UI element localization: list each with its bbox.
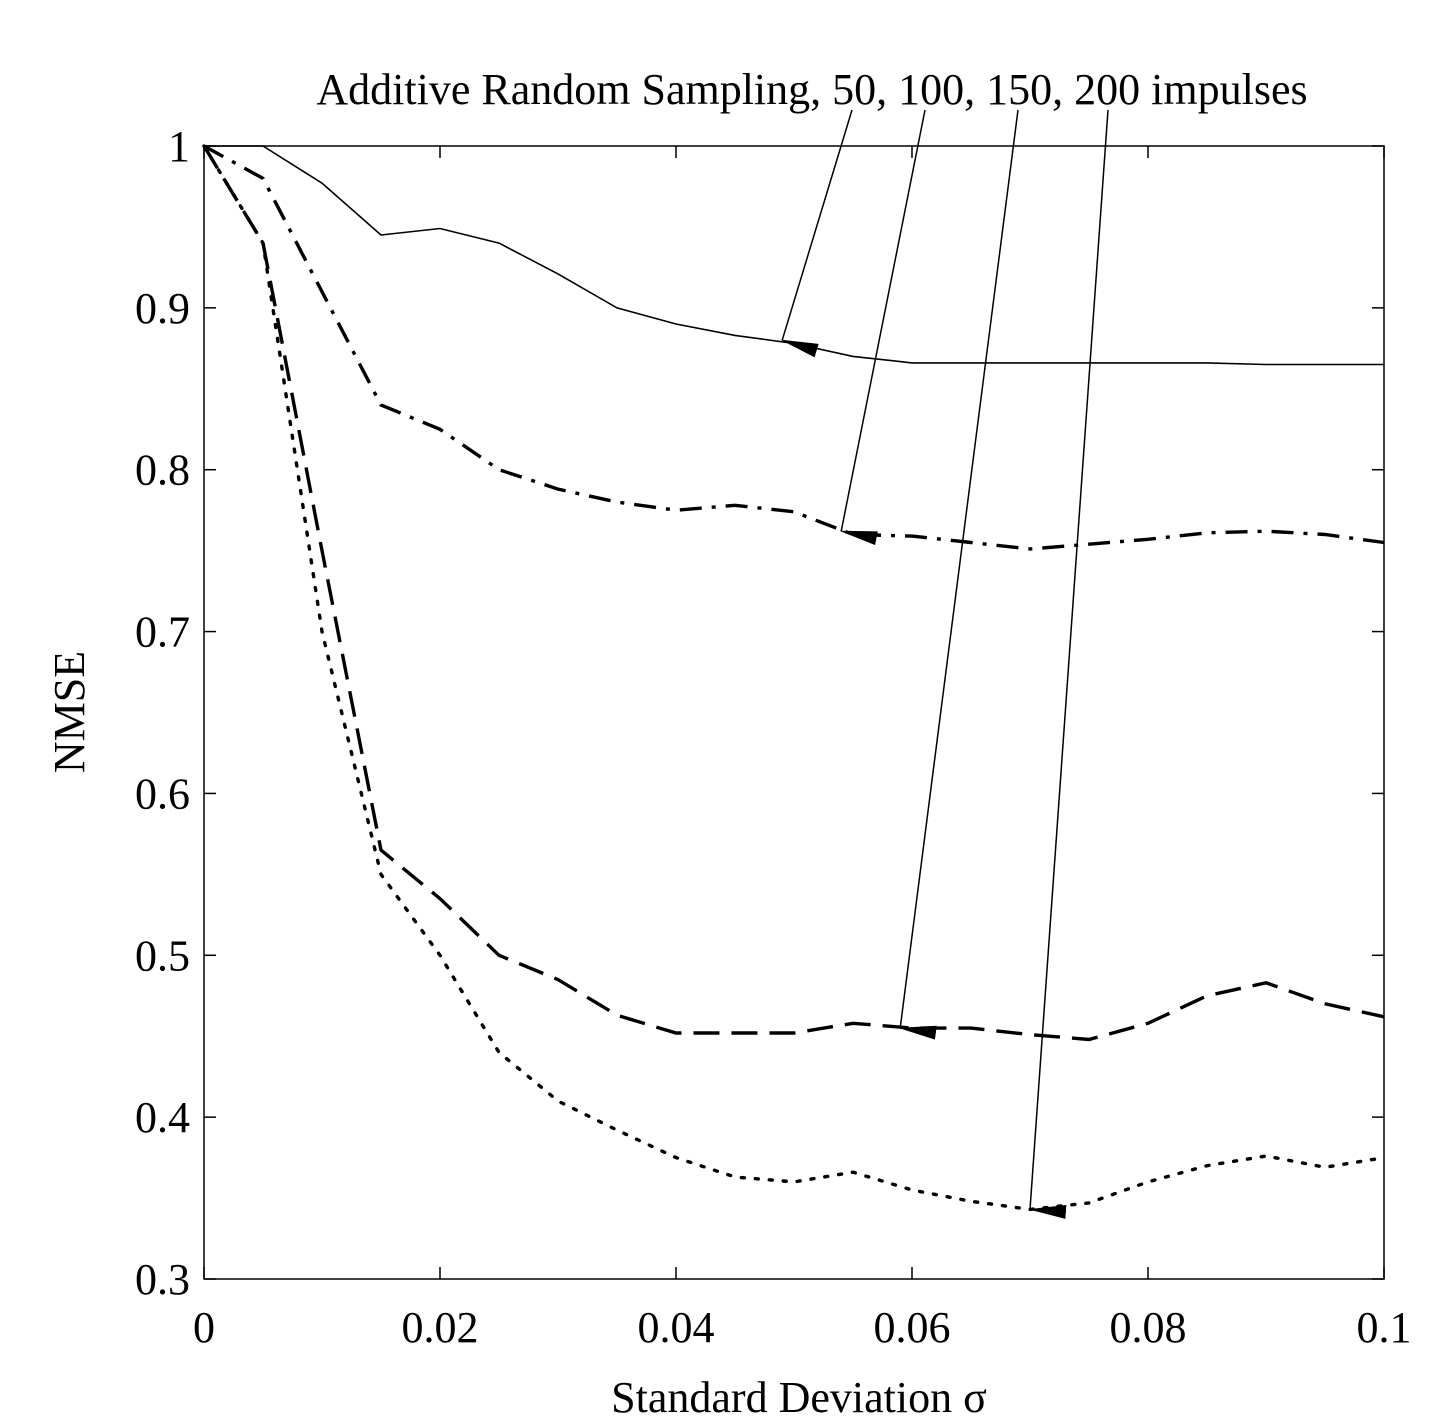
x-tick-label: 0 <box>193 1303 215 1352</box>
annotation-arrow-1 <box>780 109 853 358</box>
x-tick-label: 0.02 <box>402 1303 479 1352</box>
series-layer <box>202 144 1386 1212</box>
x-tick-label: 0.04 <box>638 1303 715 1352</box>
annotation-arrow-4 <box>1028 109 1109 1219</box>
plot-frame <box>203 145 1385 1280</box>
y-tick-label: 0.4 <box>135 1093 190 1142</box>
annotation-arrow-3 <box>898 109 1019 1040</box>
annotation-arrows <box>780 109 1109 1219</box>
y-tick-label: 0.3 <box>135 1255 190 1304</box>
y-tick-label: 0.7 <box>135 608 190 657</box>
y-axis-title: NMSE <box>45 651 94 773</box>
chart-title: Additive Random Sampling, 50, 100, 150, … <box>316 65 1307 114</box>
x-axis-title: Standard Deviation σ <box>611 1373 987 1422</box>
y-tick-label: 0.9 <box>135 284 190 333</box>
series-line-3 <box>202 145 1385 1042</box>
y-tick-label: 1 <box>168 122 190 171</box>
x-axis-ticks: 0 0.02 0.04 0.06 0.08 0.1 <box>193 146 1412 1352</box>
x-tick-label: 0.08 <box>1110 1303 1187 1352</box>
y-tick-label: 0.5 <box>135 931 190 980</box>
series-line-2 <box>203 144 1385 551</box>
y-tick-label: 0.8 <box>135 446 190 495</box>
annotation-arrow-2 <box>839 109 926 546</box>
series-line-1 <box>204 145 1384 366</box>
series-line-4 <box>202 144 1386 1212</box>
x-tick-label: 0.06 <box>874 1303 951 1352</box>
x-tick-label: 0.1 <box>1357 1303 1412 1352</box>
y-axis-ticks: 0.3 0.4 0.5 0.6 0.7 0.8 0.9 1 <box>135 122 1384 1304</box>
y-tick-label: 0.6 <box>135 769 190 818</box>
